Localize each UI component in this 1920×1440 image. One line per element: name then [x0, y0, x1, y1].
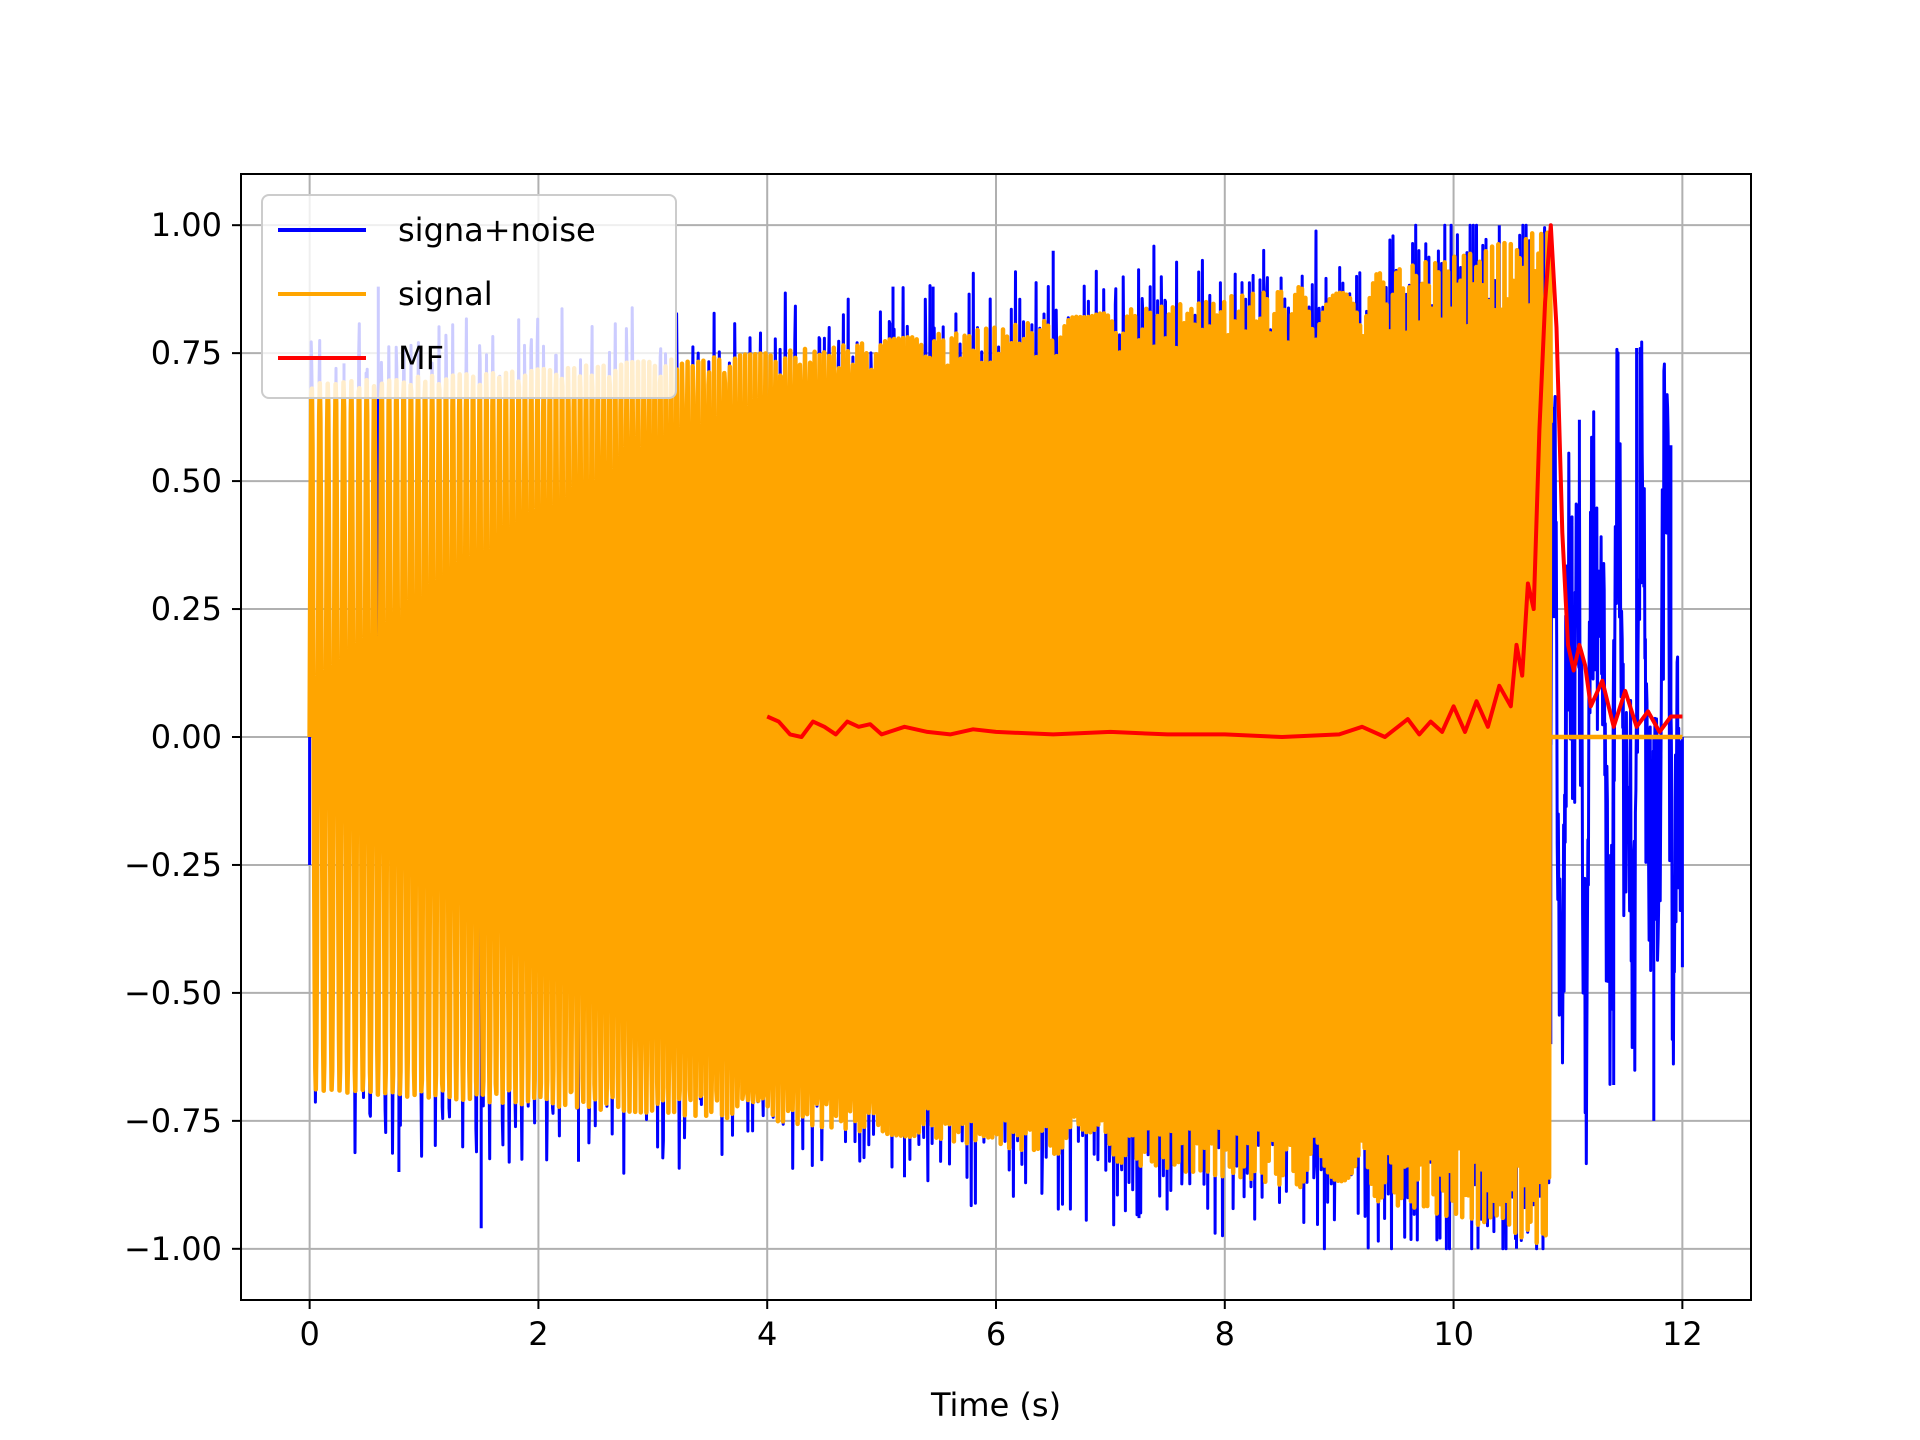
x-axis-label: Time (s) — [930, 1386, 1061, 1424]
y-tick-label: −0.50 — [124, 974, 222, 1012]
x-tick-label: 0 — [299, 1315, 319, 1353]
y-axis: 1.00 0.75 0.50 0.25 0.00 −0.25 −0.50 −0.75 −1.00 — [124, 206, 241, 1268]
y-tick-label: 1.00 — [151, 206, 222, 244]
y-tick-label: −1.00 — [124, 1230, 222, 1268]
series-signal — [307, 230, 1683, 1246]
x-axis: 0 2 4 6 8 10 12 — [299, 1300, 1703, 1353]
series-mf — [766, 223, 1683, 739]
legend-label: signa+noise — [398, 211, 596, 249]
legend: signa+noise signal MF — [261, 194, 677, 399]
legend-label: MF — [398, 339, 444, 377]
y-tick-label: 0.00 — [151, 718, 222, 756]
y-tick-label: 0.50 — [151, 462, 222, 500]
x-tick-label: 8 — [1215, 1315, 1235, 1353]
y-tick-label: 0.75 — [151, 334, 222, 372]
x-tick-label: 2 — [528, 1315, 548, 1353]
x-tick-label: 6 — [986, 1315, 1006, 1353]
y-tick-label: 0.25 — [151, 590, 222, 628]
legend-box — [261, 194, 677, 399]
y-tick-label: −0.25 — [124, 846, 222, 884]
legend-label: signal — [398, 275, 493, 313]
x-tick-label: 10 — [1433, 1315, 1474, 1353]
x-tick-label: 4 — [757, 1315, 777, 1353]
y-tick-label: −0.75 — [124, 1102, 222, 1140]
plot-area — [307, 223, 1684, 1251]
x-tick-label: 12 — [1662, 1315, 1703, 1353]
